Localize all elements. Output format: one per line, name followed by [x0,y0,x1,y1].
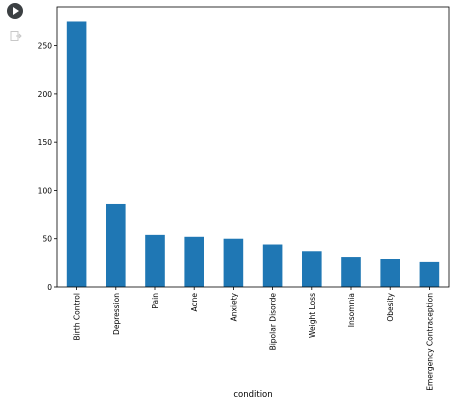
y-tick-label: 200 [38,90,53,99]
bar [341,257,361,287]
x-tick-label: Birth Control [73,293,82,341]
y-tick-label: 250 [38,42,53,51]
x-tick-label: Acne [190,293,199,312]
x-tick-label: Anxiety [229,292,238,321]
x-tick-label: Depression [112,293,121,335]
y-tick-label: 150 [38,138,53,147]
cell-gutter [0,0,46,411]
y-axis: 0 50 100 150 200 250 [38,42,57,292]
y-tick-label: 0 [47,283,52,292]
x-tick-label: Bipolar Disorde [269,293,278,351]
bar [262,244,283,287]
output-arrow-icon[interactable] [10,30,22,42]
y-tick-label: 50 [42,235,52,244]
bar [66,21,87,288]
x-tick-label: Weight Loss [308,293,317,338]
run-cell-button[interactable] [7,3,23,19]
x-tick-label: Obesity [386,292,395,321]
bar [419,261,440,287]
bar [223,238,244,287]
x-axis-label: condition [233,390,272,400]
x-tick-label: Pain [151,293,160,309]
bar [184,236,204,287]
x-axis: Birth Control Depression Pain Acne Anxiety Bi… [73,287,434,391]
x-tick-label: Emergency Contraception [425,293,434,391]
bars [66,21,440,288]
x-tick-label: Insomnia [347,293,356,327]
plot-frame [56,6,450,288]
bar [145,234,165,287]
bar [380,259,400,287]
bar [302,251,322,287]
bar [106,203,126,287]
y-tick-label: 100 [38,186,53,195]
